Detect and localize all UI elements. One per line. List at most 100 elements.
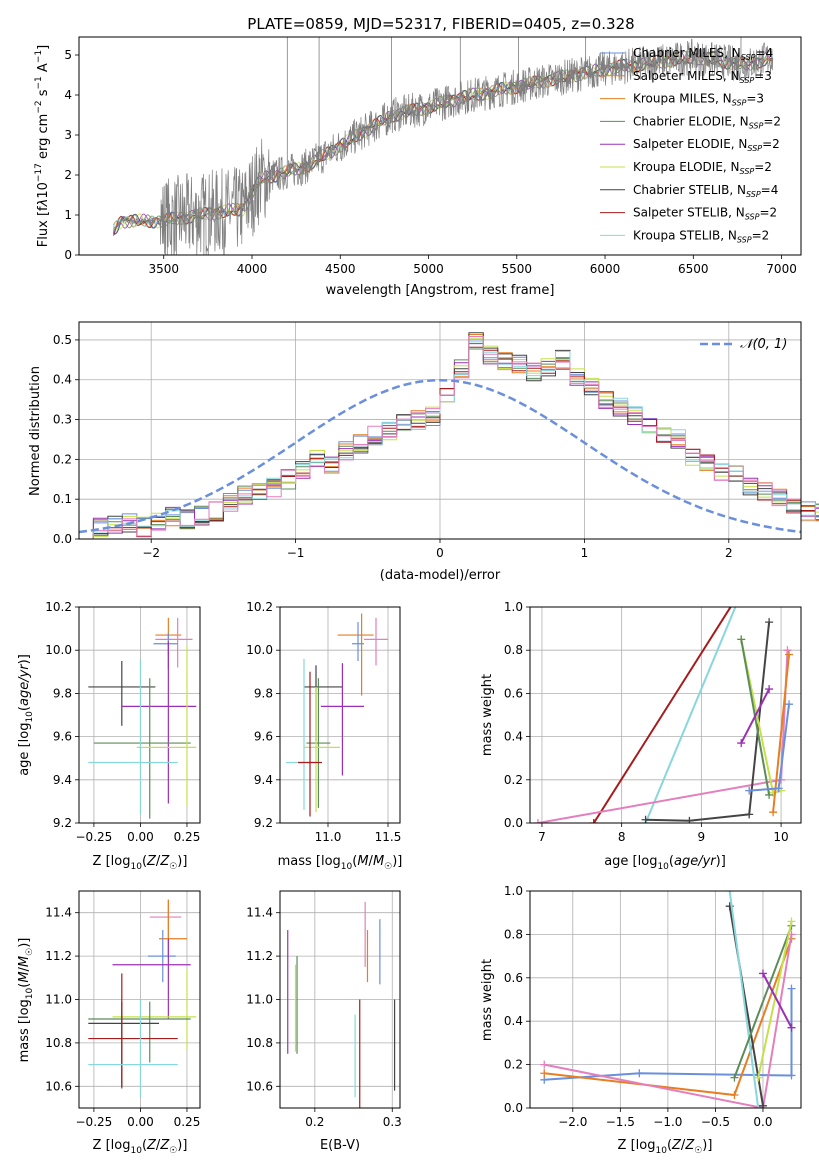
spectrum-legend-label: Salpeter ELODIE, NSSP=2 — [633, 137, 780, 153]
weight_vs_age-marker — [589, 819, 598, 823]
mass_vs_ebv-ytick-label: 11.4 — [246, 906, 273, 920]
residuals-ytick-label: 0.0 — [53, 532, 72, 546]
weight_vs_age-xtick-label: 9 — [698, 830, 706, 844]
mass-vs-Z-ylabel: mass [log10(M/M☉)] — [17, 938, 35, 1063]
age_vs_Z-ytick-label: 10.0 — [45, 643, 72, 657]
spectrum-xtick-label: 6500 — [678, 262, 709, 276]
spectrum-xtick-label: 3500 — [148, 262, 179, 276]
age_vs_Z-ytick-label: 9.8 — [53, 686, 72, 700]
residuals-xtick-label: −2 — [142, 546, 160, 560]
weight_vs_age-ytick-label: 0.8 — [504, 643, 523, 657]
mass_vs_ebv-ytick-label: 10.8 — [246, 1036, 273, 1050]
spectrum-ytick-label: 2 — [64, 168, 72, 182]
weight_vs_Z-xtick-label: −1.0 — [653, 1115, 682, 1129]
mass-vs-ebv-xlabel: E(B-V) — [320, 1138, 360, 1153]
mass_vs_ebv-ytick-label: 11.0 — [246, 993, 273, 1007]
mass_vs_ebv-xtick-label: 0.3 — [383, 1115, 402, 1129]
weight_vs_Z-ytick-label: 0.8 — [504, 927, 523, 941]
weight_vs_age-marker — [733, 599, 741, 607]
spectrum-legend-label: Kroupa MILES, NSSP=3 — [633, 92, 764, 108]
mass_vs_Z-xtick-label: 0.00 — [127, 1115, 154, 1129]
weight-vs-age-ylabel: mass weight — [480, 674, 495, 756]
spectrum-legend-label: Salpeter MILES, NSSP=3 — [633, 69, 772, 85]
residuals-xtick-label: 1 — [581, 546, 589, 560]
residual-histogram-step — [79, 348, 819, 540]
mass_vs_Z-ytick-label: 10.6 — [45, 1079, 72, 1093]
weight_vs_Z-marker — [635, 1069, 644, 1078]
age-vs-mass-frame — [279, 606, 401, 824]
weight_vs_Z-series-line — [733, 925, 793, 1078]
age-vs-mass-xlabel: mass [log10(M/M☉)] — [278, 854, 403, 872]
age_vs_mass-ytick-label: 10.2 — [246, 600, 273, 614]
spectrum-ytick-label: 0 — [64, 248, 72, 262]
residuals-legend-label: 𝒩(0, 1) — [740, 337, 787, 352]
weight_vs_Z-series-line — [757, 921, 793, 1078]
age_vs_mass-ytick-label: 9.4 — [254, 773, 273, 787]
weight_vs_age-ytick-label: 1.0 — [504, 600, 523, 614]
weight_vs_age-series-line — [740, 688, 770, 744]
weight_vs_Z-xtick-label: −2.0 — [558, 1115, 587, 1129]
weight_vs_Z-marker — [787, 1071, 796, 1080]
spectrum-xtick-label: 7000 — [766, 262, 797, 276]
weight_vs_age-series-line — [772, 654, 790, 813]
mass-vs-Z-frame — [78, 890, 201, 1109]
residuals-xtick-label: −1 — [287, 546, 305, 560]
residuals-ytick-label: 0.3 — [53, 413, 72, 427]
mass_vs_Z-ytick-label: 10.8 — [45, 1036, 72, 1050]
residual-histogram-step — [79, 343, 819, 540]
weight_vs_age-marker — [737, 635, 746, 644]
weight_vs_age-series-line — [644, 607, 737, 823]
age-vs-Z-panel: −0.25 0.00 0.25 9.2 9.4 9.6 9.8 10.0 10.2 Z [log… — [17, 600, 201, 872]
weight_vs_age-ytick-label: 0.2 — [504, 773, 523, 787]
weight_vs_Z-series-line — [762, 973, 793, 1029]
weight_vs_age-marker — [765, 618, 774, 627]
residuals-ytick-label: 0.5 — [53, 333, 72, 347]
weight_vs_Z-marker — [787, 1023, 796, 1032]
weight_vs_age-marker — [774, 784, 783, 793]
spectrum-legend-label: Kroupa ELODIE, NSSP=2 — [633, 160, 772, 176]
mass_vs_ebv-ytick-label: 11.2 — [246, 949, 273, 963]
weight_vs_Z-marker — [758, 1101, 767, 1108]
residual-histogram-step — [79, 336, 819, 540]
weight_vs_age-marker — [533, 819, 542, 823]
residuals-legend: 𝒩(0, 1) — [700, 337, 787, 352]
weight_vs_Z-marker — [754, 1073, 763, 1082]
mass-vs-ebv-panel: 0.2 0.3 10.6 10.8 11.0 11.2 11.4 E(B-V) — [246, 890, 402, 1153]
weight_vs_Z-ytick-label: 0.0 — [504, 1101, 523, 1115]
mass-vs-Z-xlabel: Z [log10(Z/Z☉)] — [93, 1138, 188, 1156]
spectrum-xtick-label: 4500 — [325, 262, 356, 276]
weight_vs_age-marker — [783, 646, 792, 655]
weight_vs_age-marker — [729, 599, 737, 607]
residuals-xlabel: (data-model)/error — [380, 568, 501, 583]
spectrum-legend-label: Chabrier ELODIE, NSSP=2 — [633, 114, 781, 130]
weight_vs_age-marker — [765, 790, 774, 799]
weight-vs-age-panel: 7 8 9 10 0.0 0.2 0.4 0.6 0.8 1.0 age [log10(age/y… — [480, 599, 802, 872]
age_vs_mass-ytick-label: 10.0 — [246, 643, 273, 657]
weight_vs_age-lines — [533, 599, 794, 823]
weight_vs_age-marker — [737, 739, 746, 748]
weight_vs_age-marker — [745, 786, 754, 795]
weight_vs_Z-series-line — [544, 934, 793, 1108]
age_vs_Z-xtick-label: 0.00 — [127, 830, 154, 844]
spectrum-ytick-label: 5 — [64, 48, 72, 62]
weight_vs_age-marker — [765, 685, 774, 694]
weight_vs_Z-ytick-label: 0.6 — [504, 971, 523, 985]
age_vs_Z-ytick-label: 9.6 — [53, 730, 72, 744]
spectrum-ytick-label: 1 — [64, 208, 72, 222]
weight_vs_Z-marker — [754, 1104, 763, 1108]
spectrum-legend-label: Chabrier MILES, NSSP=4 — [633, 46, 773, 62]
spectrum-xlabel: wavelength [Angstrom, rest frame] — [326, 283, 555, 298]
weight_vs_age-series-line — [645, 621, 771, 822]
residuals-ytick-label: 0.1 — [53, 492, 72, 506]
spectrum-legend: Chabrier MILES, NSSP=4 Salpeter MILES, NS… — [600, 46, 781, 244]
spectrum-xtick-label: 5000 — [413, 262, 444, 276]
residual-histogram-step — [79, 341, 819, 540]
age-vs-Z-xlabel: Z [log10(Z/Z☉)] — [93, 854, 188, 872]
weight_vs_age-marker — [641, 815, 650, 823]
residuals-ylabel: Normed distribution — [28, 366, 43, 496]
weight_vs_Z-series-line — [544, 988, 793, 1081]
weight_vs_Z-marker — [758, 969, 767, 978]
mass-vs-Z-panel: −0.25 0.00 0.25 10.6 10.8 11.0 11.2 11.4 Z [log… — [17, 890, 201, 1156]
mass-vs-ebv-frame — [279, 890, 401, 1109]
